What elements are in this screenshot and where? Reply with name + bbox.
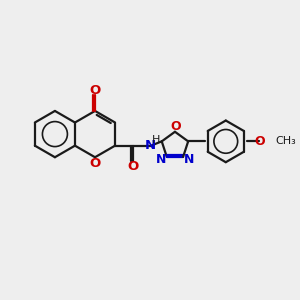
- Text: O: O: [170, 120, 181, 133]
- Text: O: O: [90, 157, 101, 170]
- Text: N: N: [145, 139, 156, 152]
- Text: N: N: [156, 153, 166, 166]
- Text: CH₃: CH₃: [275, 136, 296, 146]
- Text: O: O: [255, 135, 265, 148]
- Text: O: O: [90, 84, 101, 97]
- Text: O: O: [127, 160, 138, 173]
- Text: N: N: [184, 153, 194, 166]
- Text: H: H: [152, 135, 160, 145]
